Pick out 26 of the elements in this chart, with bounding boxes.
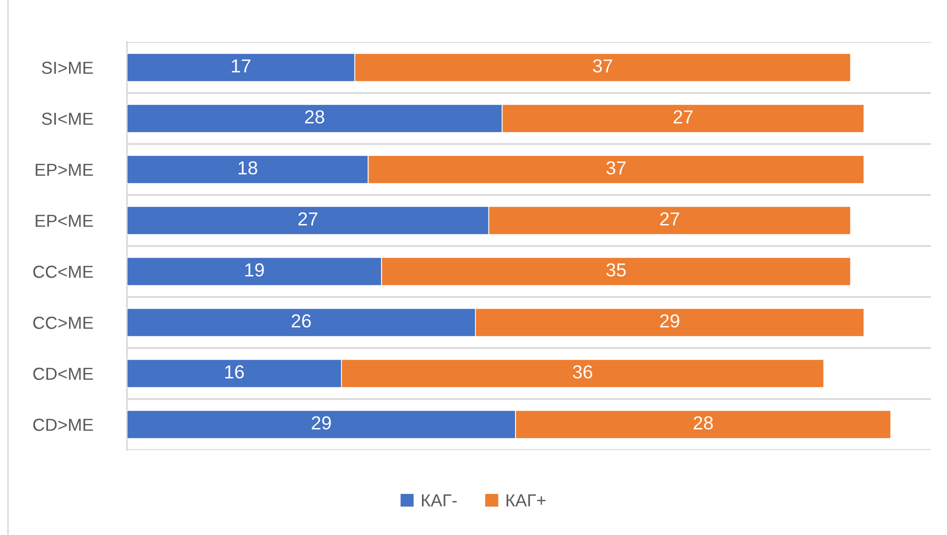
y-tick-label: CC>ME xyxy=(33,316,93,329)
y-tick-label: EP>ME xyxy=(36,164,93,176)
y-tick-label: CD>ME xyxy=(33,418,93,431)
y-tick-label: SI<ME xyxy=(42,112,93,125)
legend-label: КАГ+ xyxy=(506,494,546,506)
data-label: 27 xyxy=(674,110,693,124)
data-label: 26 xyxy=(292,314,311,328)
data-label: 36 xyxy=(572,365,592,379)
data-label: 19 xyxy=(245,263,264,277)
data-label: 16 xyxy=(225,365,244,379)
data-label: 18 xyxy=(238,161,258,175)
data-label: 17 xyxy=(232,59,250,72)
y-tick-label: SI>ME xyxy=(42,62,93,74)
legend-label: КАГ- xyxy=(422,494,457,506)
data-label: 37 xyxy=(606,161,626,175)
data-label: 28 xyxy=(305,110,324,124)
data-label: 27 xyxy=(660,212,680,226)
data-label: 27 xyxy=(298,212,318,226)
y-tick-label: CD<ME xyxy=(33,368,93,380)
data-label: 28 xyxy=(694,416,713,430)
data-label: 37 xyxy=(592,59,612,73)
y-tick-label: EP<ME xyxy=(36,214,93,227)
y-tick-label: CC<ME xyxy=(33,266,93,278)
data-label: 29 xyxy=(312,416,331,430)
data-label: 35 xyxy=(606,263,626,277)
data-label: 29 xyxy=(660,314,680,328)
